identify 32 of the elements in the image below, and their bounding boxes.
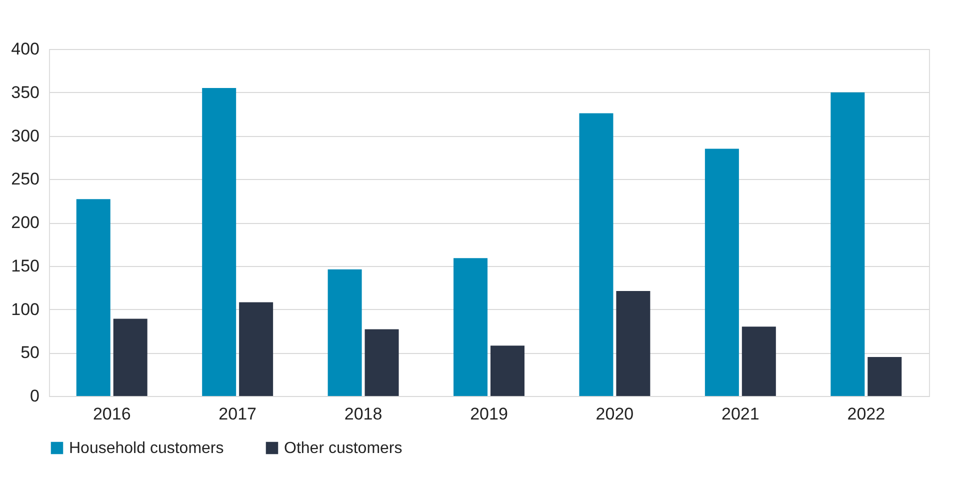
bar: [113, 318, 148, 396]
x-tick-label: 2017: [218, 404, 256, 424]
bar: [202, 88, 236, 396]
y-tick-label: 200: [11, 213, 40, 232]
bar: [239, 302, 274, 396]
bar: [616, 291, 650, 396]
x-tick-label: 2021: [722, 404, 760, 424]
x-tick-label: 2020: [596, 404, 634, 424]
y-tick-label: 0: [30, 386, 40, 406]
bar: [490, 346, 524, 396]
y-tick-label: 100: [11, 300, 40, 319]
x-tick-label: 2019: [470, 404, 508, 424]
y-tick-label: 350: [11, 82, 40, 102]
bar: [364, 329, 399, 396]
bar: [868, 356, 902, 396]
bar: [704, 148, 739, 396]
y-tick-label: 250: [11, 170, 40, 189]
y-tick-label: 300: [11, 126, 40, 146]
bar: [328, 269, 362, 396]
bar: [76, 199, 110, 396]
bar: [454, 258, 488, 396]
x-tick-label: 2018: [344, 404, 382, 424]
bar: [830, 92, 865, 396]
bar: [742, 326, 776, 396]
x-tick-label: 2022: [847, 404, 886, 424]
legend-label: Other customers: [284, 440, 402, 457]
bar: [579, 113, 614, 396]
x-tick-label: 2016: [92, 404, 131, 424]
y-tick-label: 50: [20, 343, 40, 362]
y-tick-label: 150: [11, 256, 40, 276]
legend-label: Household customers: [69, 440, 224, 457]
y-tick-label: 400: [11, 40, 40, 58]
